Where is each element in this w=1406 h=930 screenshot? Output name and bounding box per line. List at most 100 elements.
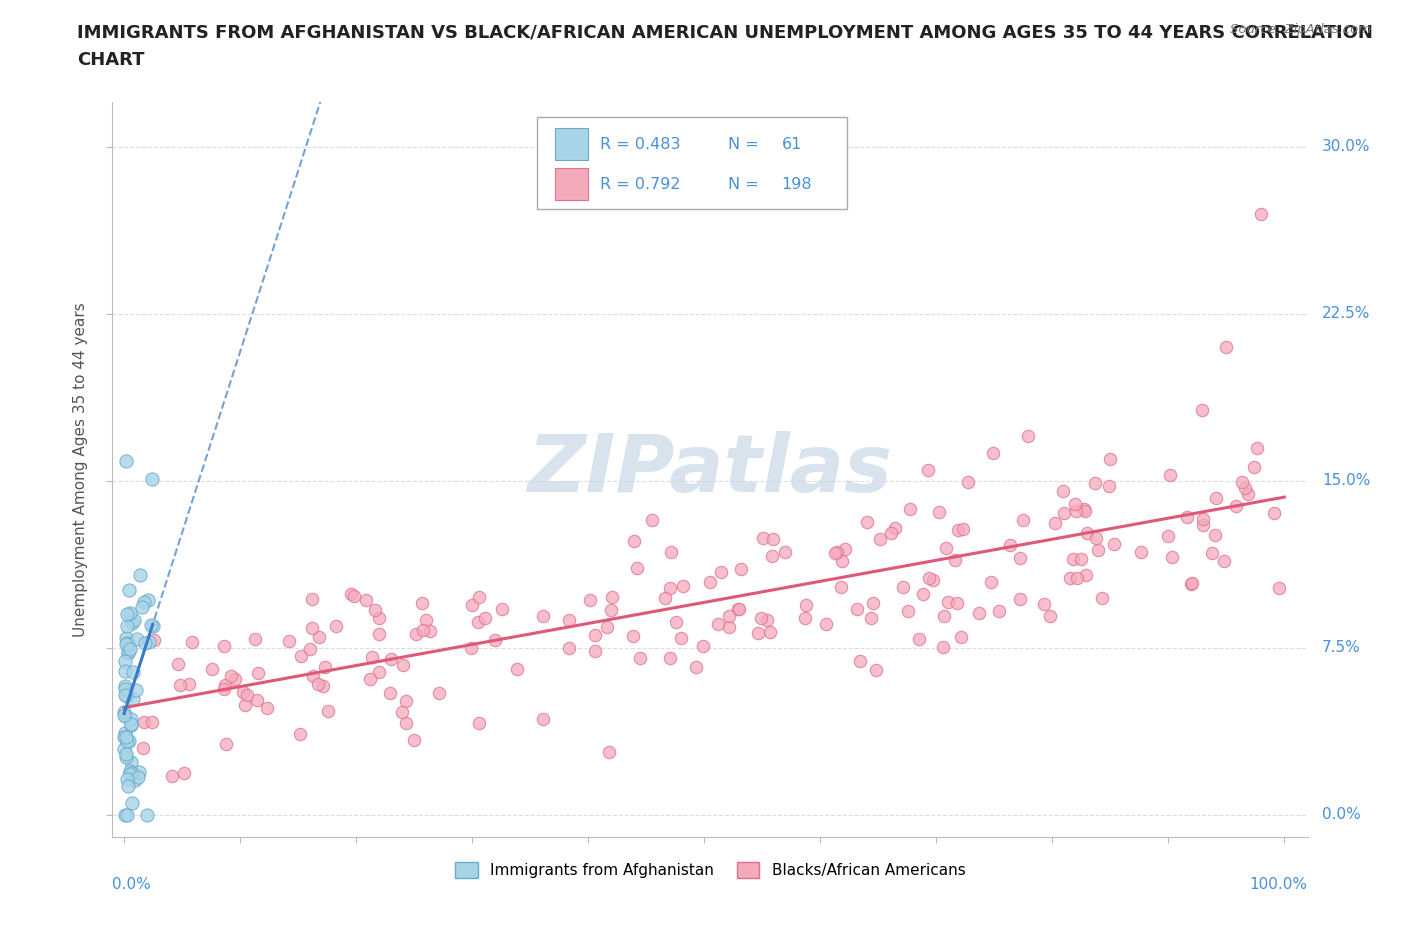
- Point: [1069, 552, 1091, 567]
- Point: [761, 549, 783, 564]
- Point: [114, 807, 136, 822]
- Point: [290, 648, 312, 663]
- Point: [415, 612, 437, 627]
- Point: [467, 615, 489, 630]
- Point: [921, 572, 943, 587]
- Point: [115, 734, 138, 749]
- Point: [897, 604, 920, 618]
- Point: [141, 618, 163, 632]
- Point: [112, 742, 135, 757]
- Point: [118, 605, 141, 620]
- Point: [598, 744, 620, 759]
- Point: [710, 565, 733, 579]
- Y-axis label: Unemployment Among Ages 35 to 44 years: Unemployment Among Ages 35 to 44 years: [73, 302, 89, 637]
- Point: [1084, 475, 1107, 490]
- Point: [1234, 481, 1257, 496]
- Point: [142, 632, 165, 647]
- Point: [831, 553, 853, 568]
- Point: [626, 561, 648, 576]
- Point: [114, 653, 136, 668]
- Point: [160, 769, 183, 784]
- Point: [1039, 608, 1062, 623]
- Point: [1263, 506, 1285, 521]
- Point: [692, 638, 714, 653]
- Point: [759, 624, 782, 639]
- Point: [1250, 206, 1272, 221]
- Point: [969, 605, 991, 620]
- Point: [1032, 597, 1054, 612]
- Point: [180, 634, 202, 649]
- Point: [122, 692, 145, 707]
- Point: [943, 552, 966, 567]
- Point: [128, 764, 150, 779]
- Point: [918, 571, 941, 586]
- Point: [730, 562, 752, 577]
- Point: [325, 618, 347, 633]
- Point: [395, 693, 418, 708]
- Point: [983, 445, 1005, 460]
- Text: IMMIGRANTS FROM AFGHANISTAN VS BLACK/AFRICAN AMERICAN UNEMPLOYMENT AMONG AGES 35: IMMIGRANTS FROM AFGHANISTAN VS BLACK/AFR…: [77, 23, 1374, 41]
- Point: [359, 672, 381, 687]
- Text: 15.0%: 15.0%: [1322, 473, 1371, 488]
- Point: [1010, 551, 1032, 565]
- Point: [391, 705, 413, 720]
- Point: [1076, 525, 1098, 540]
- Text: 100.0%: 100.0%: [1250, 877, 1308, 893]
- Point: [120, 764, 142, 778]
- Point: [531, 608, 554, 623]
- Point: [1053, 506, 1076, 521]
- Point: [124, 773, 146, 788]
- Point: [427, 685, 450, 700]
- Point: [299, 641, 322, 656]
- Point: [1215, 339, 1237, 354]
- FancyBboxPatch shape: [554, 128, 588, 161]
- Point: [115, 454, 138, 469]
- Text: N =: N =: [728, 137, 759, 152]
- Point: [932, 608, 955, 623]
- Point: [794, 598, 817, 613]
- Text: N =: N =: [728, 177, 759, 192]
- Point: [891, 579, 914, 594]
- Point: [936, 594, 959, 609]
- Point: [125, 631, 148, 646]
- Point: [640, 512, 662, 527]
- Point: [114, 679, 136, 694]
- Point: [834, 542, 856, 557]
- Point: [114, 725, 136, 740]
- Point: [932, 640, 955, 655]
- Point: [1205, 491, 1227, 506]
- Point: [980, 575, 1002, 590]
- Point: [727, 602, 749, 617]
- Point: [1102, 537, 1125, 551]
- Point: [727, 602, 749, 617]
- Point: [595, 619, 617, 634]
- Point: [558, 613, 581, 628]
- Point: [1213, 553, 1236, 568]
- Point: [1099, 452, 1122, 467]
- Point: [1066, 571, 1088, 586]
- Point: [1063, 497, 1085, 512]
- Point: [1087, 542, 1109, 557]
- Point: [114, 708, 136, 723]
- Point: [277, 633, 299, 648]
- Point: [125, 683, 148, 698]
- Point: [707, 617, 730, 631]
- Point: [114, 729, 136, 744]
- Point: [1074, 567, 1097, 582]
- Point: [114, 750, 136, 764]
- Point: [917, 463, 939, 478]
- Point: [169, 677, 191, 692]
- Point: [368, 610, 391, 625]
- Point: [117, 645, 139, 660]
- Point: [1085, 531, 1108, 546]
- Point: [1012, 512, 1035, 527]
- FancyBboxPatch shape: [537, 117, 848, 209]
- Point: [132, 714, 155, 729]
- Point: [468, 590, 491, 604]
- Point: [1268, 580, 1291, 595]
- Point: [302, 669, 325, 684]
- Point: [998, 538, 1021, 552]
- Point: [659, 581, 682, 596]
- Text: R = 0.483: R = 0.483: [600, 137, 681, 152]
- Point: [115, 618, 138, 633]
